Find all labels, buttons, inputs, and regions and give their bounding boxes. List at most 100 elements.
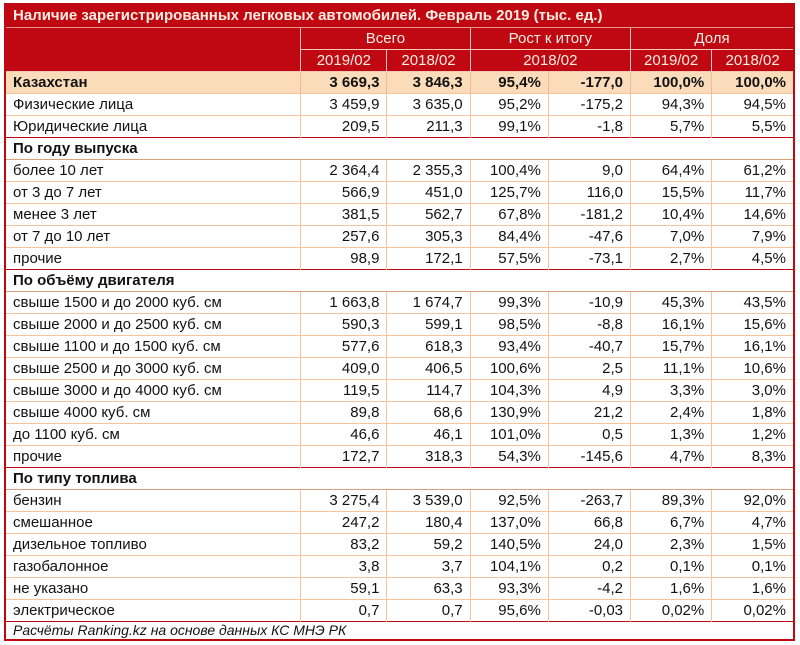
cell-value: 0,1% [711, 555, 794, 578]
table-row: от 7 до 10 лет 257,6 305,3 84,4% -47,6 7,0% 7,… [5, 225, 794, 248]
cell-value: 14,6% [711, 203, 794, 226]
cell-value: 93,3% [469, 577, 549, 600]
table-row: не указано 59,1 63,3 93,3% -4,2 1,6% 1,6% [5, 577, 794, 600]
cell-value: 54,3% [469, 445, 549, 468]
row-label: дизельное топливо [5, 533, 301, 556]
cell-value: 566,9 [300, 181, 387, 204]
row-label: не указано [5, 577, 301, 600]
cell-value: 125,7% [469, 181, 549, 204]
cell-value: 562,7 [386, 203, 471, 226]
cell-value: 409,0 [300, 357, 387, 380]
table-title: Наличие зарегистрированных легковых авто… [5, 4, 794, 28]
cell-value: -10,9 [547, 291, 631, 314]
table-row: свыше 2500 и до 3000 куб. см 409,0 406,5 10… [5, 357, 794, 380]
section-row: По объёму двигателя [5, 269, 794, 292]
cell-value: 59,2 [386, 533, 471, 556]
cell-value: -175,2 [547, 93, 631, 116]
cell-value: 43,5% [711, 291, 794, 314]
cell-value: 7,9% [711, 225, 794, 248]
cell-value: 5,7% [630, 115, 712, 138]
table-header: Наличие зарегистрированных легковых авто… [4, 4, 795, 72]
cell-value: 1,2% [711, 423, 794, 446]
section-label: По типу топлива [5, 467, 794, 490]
cell-value: 15,7% [630, 335, 712, 358]
row-label: газобалонное [5, 555, 301, 578]
section-label: По объёму двигателя [5, 269, 794, 292]
row-label: свыше 1100 и до 1500 куб. см [5, 335, 301, 358]
cell-value: 95,6% [469, 599, 549, 622]
blank-header-cell [4, 27, 302, 72]
cell-value: 618,3 [386, 335, 471, 358]
cell-value: 2 355,3 [386, 159, 471, 182]
registered-cars-table: Наличие зарегистрированных легковых авто… [4, 3, 795, 641]
table-row: Юридические лица 209,5 211,3 99,1% -1,8 5,7% 5… [5, 115, 794, 138]
cell-value: 57,5% [469, 247, 549, 270]
cell-value: 1,3% [630, 423, 712, 446]
cell-value: 10,6% [711, 357, 794, 380]
cell-value: 4,7% [630, 445, 712, 468]
cell-value: 3 275,4 [300, 489, 387, 512]
cell-value: 1,8% [711, 401, 794, 424]
cell-value: 94,3% [630, 93, 712, 116]
cell-value: 209,5 [300, 115, 387, 138]
cell-value: 9,0 [547, 159, 631, 182]
cell-value: 2,3% [630, 533, 712, 556]
cell-value: 46,6 [300, 423, 387, 446]
table-row: электрическое 0,7 0,7 95,6% -0,03 0,02% 0,02% [5, 599, 794, 622]
cell-value: 1,6% [630, 577, 712, 600]
footer-row: Расчёты Ranking.kz на основе данных КС М… [5, 621, 794, 640]
cell-value: 381,5 [300, 203, 387, 226]
cell-value: 257,6 [300, 225, 387, 248]
table-row: более 10 лет 2 364,4 2 355,3 100,4% 9,0 64,4%… [5, 159, 794, 182]
table-row: свыше 1500 и до 2000 куб. см 1 663,8 1 674… [5, 291, 794, 314]
cell-value: 0,2 [547, 555, 631, 578]
cell-value: -181,2 [547, 203, 631, 226]
cell-value: 89,3% [630, 489, 712, 512]
section-row: По году выпуска [5, 137, 794, 160]
cell-value: -177,0 [547, 71, 631, 94]
group-header-growth: Рост к итогу [469, 27, 632, 50]
cell-value: 66,8 [547, 511, 631, 534]
column-header: 2018/02 [469, 49, 632, 72]
row-label: бензин [5, 489, 301, 512]
row-label: от 7 до 10 лет [5, 225, 301, 248]
cell-value: 451,0 [386, 181, 471, 204]
cell-value: 2 364,4 [300, 159, 387, 182]
column-header: 2019/02 [300, 49, 388, 72]
cell-value: 3 846,3 [386, 71, 471, 94]
cell-value: 140,5% [469, 533, 549, 556]
cell-value: 0,1% [630, 555, 712, 578]
group-header-total: Всего [300, 27, 471, 50]
table-row: дизельное топливо 83,2 59,2 140,5% 24,0 2,3% 1… [5, 533, 794, 556]
table-footer: Расчёты Ranking.kz на основе данных КС М… [5, 621, 794, 640]
row-label: свыше 4000 куб. см [5, 401, 301, 424]
cell-value: 61,2% [711, 159, 794, 182]
cell-value: 119,5 [300, 379, 387, 402]
cell-value: 84,4% [469, 225, 549, 248]
cell-value: 172,1 [386, 247, 471, 270]
cell-value: 4,9 [547, 379, 631, 402]
row-label: смешанное [5, 511, 301, 534]
cell-value: 101,0% [469, 423, 549, 446]
cell-value: 6,7% [630, 511, 712, 534]
cell-value: -8,8 [547, 313, 631, 336]
cell-value: 130,9% [469, 401, 549, 424]
cell-value: 64,4% [630, 159, 712, 182]
cell-value: 0,02% [711, 599, 794, 622]
cell-value: 59,1 [300, 577, 387, 600]
cell-value: 104,1% [469, 555, 549, 578]
cell-value: 98,5% [469, 313, 549, 336]
cell-value: -0,03 [547, 599, 631, 622]
cell-value: 92,0% [711, 489, 794, 512]
cell-value: 95,4% [469, 71, 549, 94]
cell-value: 100,0% [630, 71, 712, 94]
row-label: от 3 до 7 лет [5, 181, 301, 204]
cell-value: 94,5% [711, 93, 794, 116]
cell-value: 104,3% [469, 379, 549, 402]
cell-value: 5,5% [711, 115, 794, 138]
cell-value: 89,8 [300, 401, 387, 424]
column-header: 2018/02 [711, 49, 795, 72]
cell-value: 16,1% [630, 313, 712, 336]
table-row: менее 3 лет 381,5 562,7 67,8% -181,2 10,4% 14,… [5, 203, 794, 226]
cell-value: 3 539,0 [386, 489, 471, 512]
